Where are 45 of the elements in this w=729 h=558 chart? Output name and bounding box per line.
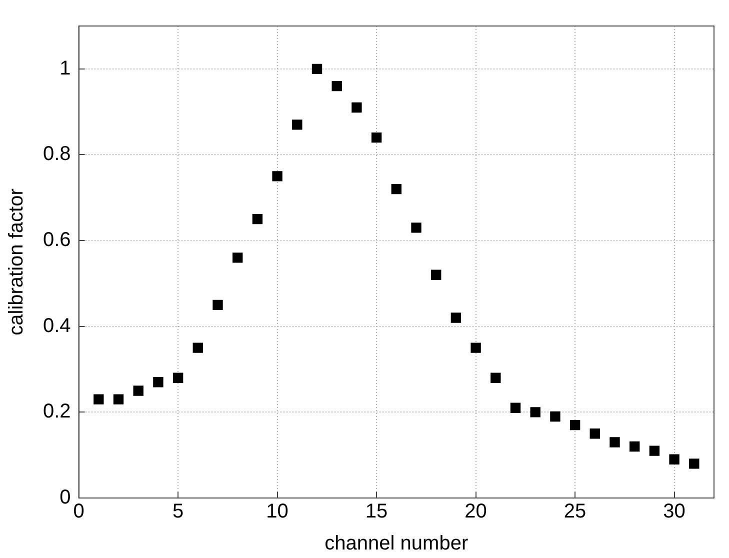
x-tick-label: 10 (266, 500, 288, 523)
x-tick-label: 20 (464, 500, 487, 523)
point (630, 441, 640, 452)
x-tick-label: 30 (663, 500, 686, 523)
x-tick-label: 5 (172, 500, 184, 523)
point (530, 407, 540, 418)
y-tick-label: 0.8 (42, 143, 71, 166)
point (192, 342, 203, 353)
point (272, 171, 282, 182)
point (312, 64, 322, 74)
point (610, 437, 620, 448)
point (94, 394, 104, 404)
point (689, 458, 700, 469)
point (649, 446, 660, 456)
point (431, 270, 442, 280)
point (590, 428, 600, 439)
x-tick-label: 25 (564, 500, 586, 523)
point (252, 214, 263, 224)
point (212, 300, 223, 310)
x-tick-label: 15 (365, 500, 388, 523)
point (490, 372, 501, 383)
point (470, 342, 481, 353)
y-tick-label: 1 (60, 57, 71, 80)
point (292, 120, 302, 130)
point (232, 252, 243, 263)
point (153, 377, 164, 388)
point (133, 386, 144, 396)
point (332, 80, 342, 92)
point (550, 411, 560, 422)
point (352, 102, 362, 113)
point (172, 372, 184, 383)
y-axis-title: calibration factor (6, 188, 28, 336)
y-tick-label: 0.2 (42, 400, 71, 423)
x-axis-title: channel number (324, 532, 468, 555)
point (113, 394, 124, 404)
point (570, 420, 580, 430)
point (669, 454, 680, 464)
point (510, 402, 521, 413)
y-tick-label: 0.4 (42, 314, 71, 337)
y-tick-label: 0.6 (42, 229, 71, 252)
point (411, 222, 422, 233)
point (391, 184, 402, 194)
point (450, 312, 462, 323)
y-tick-label: 0 (60, 486, 71, 509)
point (371, 132, 382, 143)
